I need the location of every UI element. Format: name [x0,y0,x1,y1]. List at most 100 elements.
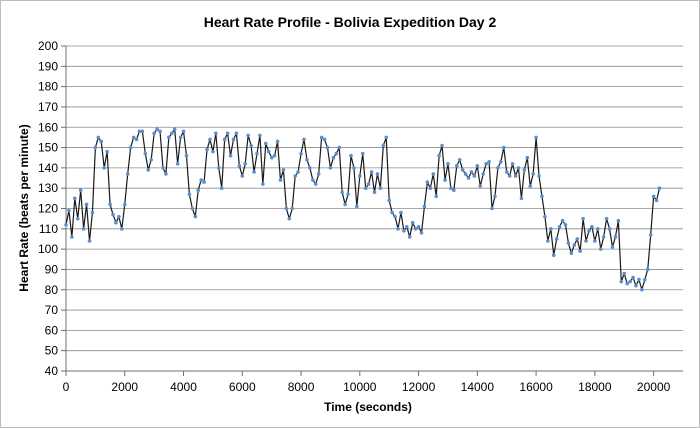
data-point [457,157,462,162]
data-point [363,186,368,190]
data-point [572,243,577,247]
data-point [460,168,465,172]
data-point [149,157,154,162]
y-tick-label: 110 [39,222,58,236]
y-tick-label: 150 [38,141,58,155]
y-tick-label: 120 [38,202,58,216]
data-point [534,135,538,140]
data-point [281,168,286,172]
data-point [454,164,459,168]
y-tick-label: 70 [45,303,59,317]
y-tick-label: 100 [38,242,58,256]
data-point [540,194,544,199]
data-point [525,155,530,160]
data-point [214,131,218,136]
data-point [255,151,259,156]
x-tick-label: 18000 [578,380,612,394]
data-point [493,194,497,199]
data-point [293,174,297,178]
data-point [384,135,389,140]
data-point [499,159,503,164]
data-point [478,184,483,188]
data-point [225,131,230,136]
y-tick-label: 40 [45,364,59,378]
data-point [143,151,148,156]
data-point [196,188,201,193]
data-point [75,216,80,221]
x-tick-label: 6000 [229,380,256,394]
data-point [249,143,253,148]
data-point [543,214,547,219]
data-point [616,218,621,223]
data-point [610,245,615,249]
y-tick-label: 90 [45,262,59,276]
data-point [584,239,588,243]
data-point [84,202,89,207]
y-tick-label: 170 [38,100,58,114]
grid-lines [66,45,683,372]
data-point [237,164,242,168]
data-point [64,222,68,227]
heart-rate-series [64,127,662,292]
data-point [243,162,248,166]
y-tick-label: 180 [38,80,58,94]
data-point [578,249,582,253]
x-axis-title: Time (seconds) [324,400,412,414]
data-point [67,208,71,213]
data-point [152,131,156,136]
data-point [490,206,494,211]
data-point [410,220,415,225]
data-point [472,174,477,178]
data-point [557,224,562,229]
data-point [643,277,647,282]
data-point [272,153,277,158]
data-point [372,190,377,195]
y-tick-label: 190 [38,59,58,73]
data-point [313,182,318,186]
data-point [510,162,515,166]
data-point [346,192,350,197]
data-point [349,153,353,158]
data-point [202,180,206,184]
data-point [222,137,227,142]
x-tick-label: 0 [63,380,70,394]
data-point [378,186,383,190]
data-point [352,166,356,170]
data-point [246,133,250,138]
data-point [296,170,300,174]
data-point [275,139,280,144]
data-point [422,204,427,209]
data-point [316,172,321,176]
data-point [164,172,168,176]
data-point [234,131,239,136]
data-point [122,202,127,207]
data-point [169,131,174,136]
data-point [645,267,650,272]
data-point [413,227,418,231]
data-point [193,214,198,219]
data-point [654,198,659,203]
data-point [554,237,559,241]
data-point [484,162,488,166]
data-point [519,196,524,201]
data-point [219,186,224,190]
data-point [648,233,653,237]
data-point [513,174,518,178]
data-point [375,172,380,176]
x-tick-label: 2000 [111,380,138,394]
data-point [240,174,245,178]
data-point [96,135,101,140]
data-point [419,231,424,235]
data-point [343,202,347,207]
data-point [546,239,550,243]
data-point [522,168,527,172]
data-point [205,147,209,152]
data-point [566,241,571,245]
data-point [172,127,177,132]
data-point [501,145,506,150]
data-point [428,186,433,190]
data-point [290,206,295,211]
data-point [440,143,444,148]
data-point [463,172,468,176]
x-tick-label: 4000 [170,380,197,394]
